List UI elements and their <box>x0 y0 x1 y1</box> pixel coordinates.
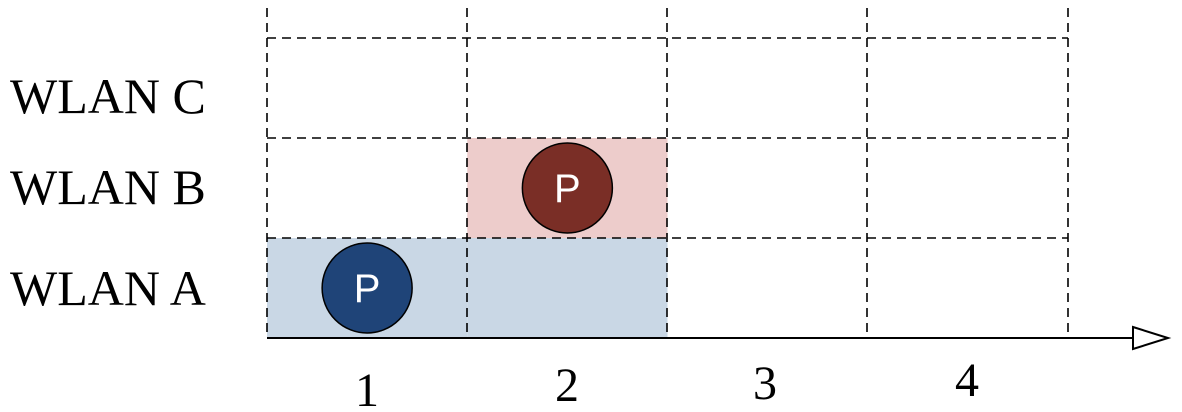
row-label-wlan-a: WLAN A <box>10 260 206 316</box>
marker-wlan-b: P <box>521 142 614 234</box>
marker-circle-icon <box>321 242 413 334</box>
marker-circle-icon <box>521 142 614 234</box>
time-axis <box>267 325 1172 351</box>
marker-label: P <box>554 167 581 211</box>
row-label-wlan-c: WLAN C <box>10 68 206 124</box>
marker-wlan-a: P <box>321 242 413 334</box>
column-label-4: 4 <box>955 354 979 407</box>
axis-arrowhead-icon <box>1132 325 1172 351</box>
column-label-1: 1 <box>355 364 379 412</box>
column-label-3: 3 <box>753 357 777 410</box>
shaded-cell-wlan-a-2 <box>467 238 668 338</box>
column-label-2: 2 <box>555 359 579 412</box>
grid-lines <box>266 8 1069 338</box>
marker-label: P <box>354 267 381 311</box>
row-label-wlan-b: WLAN B <box>10 159 206 215</box>
markers: PP <box>321 142 614 334</box>
